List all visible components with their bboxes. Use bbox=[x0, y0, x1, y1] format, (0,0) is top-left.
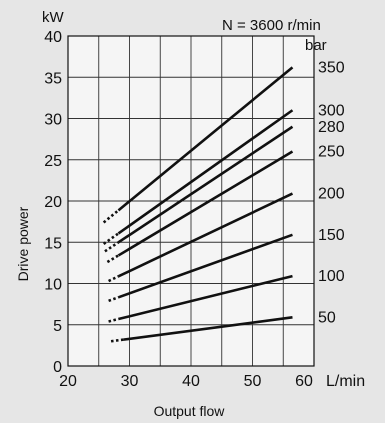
series-line-extrapolated bbox=[108, 317, 119, 323]
series-line bbox=[123, 316, 293, 341]
series-line bbox=[117, 125, 294, 244]
series-line-extrapolated bbox=[108, 275, 119, 283]
series-label: 280 bbox=[318, 119, 345, 136]
series-label-header: bar bbox=[305, 37, 327, 54]
series-line-extrapolated bbox=[102, 232, 120, 245]
series-line-extrapolated bbox=[110, 338, 124, 343]
series-line bbox=[117, 109, 294, 235]
x-tick-label: 20 bbox=[59, 373, 77, 390]
series-line bbox=[117, 233, 293, 299]
series-line-extrapolated bbox=[108, 296, 119, 303]
y-tick-labels: 0 5 10 15 20 25 30 35 40 bbox=[44, 29, 62, 376]
y-tick-label: 0 bbox=[53, 359, 62, 376]
y-tick-label: 35 bbox=[44, 70, 62, 87]
y-tick-label: 25 bbox=[44, 153, 62, 170]
x-tick-label: 40 bbox=[182, 373, 200, 390]
series-label: 200 bbox=[318, 186, 345, 203]
series-label: 300 bbox=[318, 102, 345, 119]
annotation-speed: N = 3600 r/min bbox=[222, 17, 321, 34]
y-tick-label: 40 bbox=[44, 29, 62, 46]
y-tick-label: 15 bbox=[44, 235, 62, 252]
series-line bbox=[117, 66, 294, 212]
series-line-extrapolated bbox=[102, 209, 120, 224]
x-axis-title: Output flow bbox=[154, 403, 226, 419]
y-tick-label: 30 bbox=[44, 112, 62, 129]
y-tick-label: 5 bbox=[53, 318, 62, 335]
series-line-extrapolated bbox=[106, 254, 120, 264]
y-unit-label: kW bbox=[42, 9, 65, 26]
x-tick-label: 60 bbox=[295, 373, 313, 390]
y-tick-label: 20 bbox=[44, 194, 62, 211]
series-line bbox=[117, 192, 294, 278]
y-tick-label: 10 bbox=[44, 277, 62, 294]
x-unit-label: L/min bbox=[326, 373, 365, 390]
x-tick-labels: 20 30 40 50 60 bbox=[59, 373, 313, 390]
y-axis-title: Drive power bbox=[15, 206, 31, 281]
x-tick-label: 30 bbox=[121, 373, 139, 390]
series-label: 150 bbox=[318, 227, 345, 244]
series-label: 50 bbox=[318, 309, 336, 326]
plot-frame bbox=[67, 35, 315, 367]
series-label: 350 bbox=[318, 59, 345, 76]
series-line bbox=[118, 274, 293, 321]
series-label: 250 bbox=[318, 144, 345, 161]
series-lines bbox=[102, 66, 294, 343]
series-line bbox=[117, 150, 294, 257]
x-tick-label: 50 bbox=[244, 373, 262, 390]
series-label: 100 bbox=[318, 268, 345, 285]
